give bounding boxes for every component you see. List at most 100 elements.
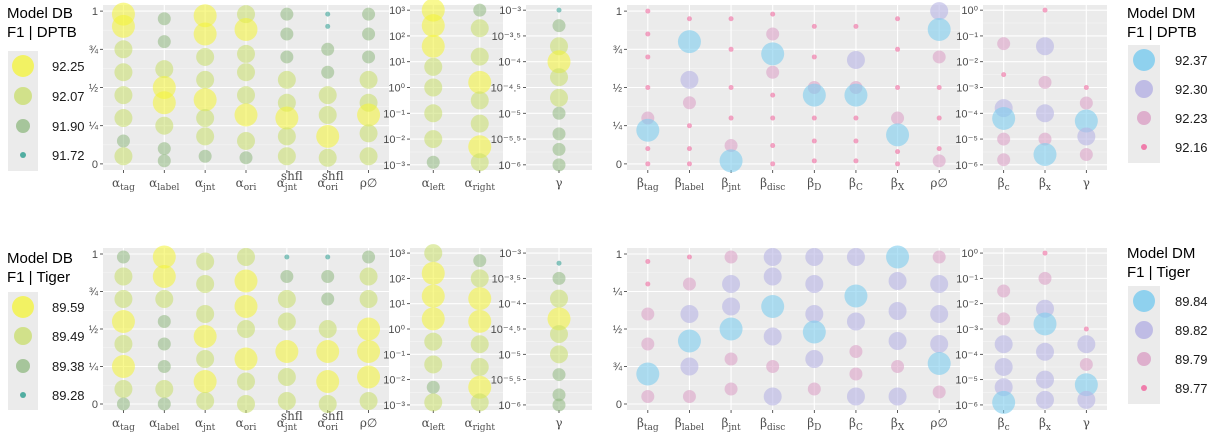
data-point <box>722 275 741 293</box>
data-point <box>682 390 696 403</box>
y-tick-label: 10⁰ <box>388 324 405 336</box>
data-point <box>844 83 868 107</box>
data-point <box>321 292 335 306</box>
data-point <box>237 63 255 82</box>
data-point <box>552 398 566 412</box>
legend-swatch <box>1133 290 1155 312</box>
x-tick-label: γ <box>555 416 562 430</box>
data-point <box>677 30 701 54</box>
x-tick-label: βX <box>891 176 905 193</box>
data-point <box>636 118 660 142</box>
data-point <box>470 114 489 133</box>
legend-swatch <box>1135 321 1153 339</box>
x-tick-label: βlabel <box>675 416 704 433</box>
data-point <box>468 309 492 333</box>
y-tick-label: 10⁻² <box>956 299 978 311</box>
data-point <box>424 244 443 263</box>
data-point <box>359 124 378 143</box>
data-point <box>114 109 133 128</box>
legend-dm-tiger: Model DM F1 | Tiger 89.84 89.82 89.79 89… <box>1127 245 1208 404</box>
data-point <box>997 132 1011 146</box>
y-tick-label: ¾ <box>613 44 623 56</box>
data-point <box>357 103 381 127</box>
data-point <box>1077 335 1096 354</box>
data-point <box>641 307 655 321</box>
y-tick-label: 10⁻³ <box>956 83 978 95</box>
data-point <box>421 34 445 58</box>
data-point <box>359 392 378 410</box>
legend-swatch <box>1133 49 1155 71</box>
data-point <box>930 335 949 353</box>
x-tick-label: αjnt <box>195 176 216 193</box>
data-point <box>237 131 255 150</box>
y-tick-label: 10³ <box>389 5 405 17</box>
x-tick-label: βx <box>1039 416 1051 433</box>
data-point <box>1074 109 1098 133</box>
data-point <box>932 385 946 399</box>
data-point <box>888 272 907 290</box>
legend-swatch <box>12 55 34 77</box>
data-point <box>157 337 171 351</box>
y-tick-label: 1 <box>92 6 98 18</box>
data-point <box>468 287 492 311</box>
data-point <box>811 23 817 29</box>
data-point <box>932 250 946 264</box>
x-tick-label: αtag <box>112 416 135 433</box>
data-point <box>468 70 492 94</box>
data-point <box>114 86 133 105</box>
data-point <box>280 27 294 41</box>
data-point <box>280 270 294 283</box>
data-point <box>234 295 258 318</box>
data-point <box>724 139 738 153</box>
panel-db-dptb-2: 10⁻⁶ 10⁻⁵.⁵ 10⁻⁵ 10⁻⁴.⁵ 10⁻⁴ 10⁻³.⁵ 10⁻³ γ <box>491 5 592 190</box>
panel-dm-dptb-4: 10⁻⁶ 10⁻⁵ 10⁻⁴ 10⁻³ 10⁻² 10⁻¹ 10⁰ βc βx γ <box>955 5 1107 193</box>
data-point <box>997 284 1011 298</box>
data-point <box>682 277 696 291</box>
data-point <box>997 153 1011 167</box>
legend-label: 89.82 <box>1175 323 1208 338</box>
data-point <box>1036 342 1054 361</box>
data-point <box>547 307 571 331</box>
data-point <box>1083 326 1089 332</box>
data-point <box>316 124 340 148</box>
x-tick-label: αtag <box>112 176 135 193</box>
data-point <box>473 3 487 17</box>
data-point <box>470 335 489 354</box>
data-point <box>932 50 946 64</box>
data-point <box>237 395 255 413</box>
data-point <box>997 312 1011 326</box>
data-point <box>116 134 130 148</box>
data-point <box>811 138 817 144</box>
data-point <box>936 146 942 152</box>
data-point <box>997 37 1011 51</box>
x-tick-label: ρ∅ <box>360 416 378 430</box>
data-point <box>766 65 780 79</box>
y-tick-label: ¼ <box>89 362 99 374</box>
legend-label: 89.49 <box>52 329 85 344</box>
data-point <box>111 355 135 378</box>
x-tick-label: βx <box>1039 176 1051 193</box>
y-tick-label: 10⁻⁶ <box>955 400 978 412</box>
legend-label: 92.07 <box>52 89 85 104</box>
legend-dm-dptb: Model DM F1 | DPTB 92.37 92.30 92.23 92.… <box>1127 5 1208 163</box>
legend-swatch <box>1137 352 1151 366</box>
x-tick-label: αleft <box>422 176 446 193</box>
data-point <box>362 27 376 41</box>
data-point <box>196 127 215 146</box>
data-point <box>359 267 378 286</box>
data-point <box>468 375 492 399</box>
data-point <box>426 155 440 169</box>
data-point <box>316 340 340 363</box>
data-point <box>237 248 255 266</box>
data-point <box>641 390 655 403</box>
data-point <box>196 392 215 410</box>
data-point <box>686 161 692 167</box>
data-point <box>318 320 337 338</box>
legend-swatch <box>20 152 26 158</box>
data-point <box>1036 37 1054 56</box>
data-point <box>802 83 826 107</box>
data-point <box>886 123 910 147</box>
data-point <box>805 350 824 368</box>
panel-db-tiger-7: 10⁻⁶ 10⁻⁵.⁵ 10⁻⁵ 10⁻⁴.⁵ 10⁻⁴ 10⁻³.⁵ 10⁻³ γ <box>491 248 592 430</box>
legend-swatch <box>20 392 26 398</box>
